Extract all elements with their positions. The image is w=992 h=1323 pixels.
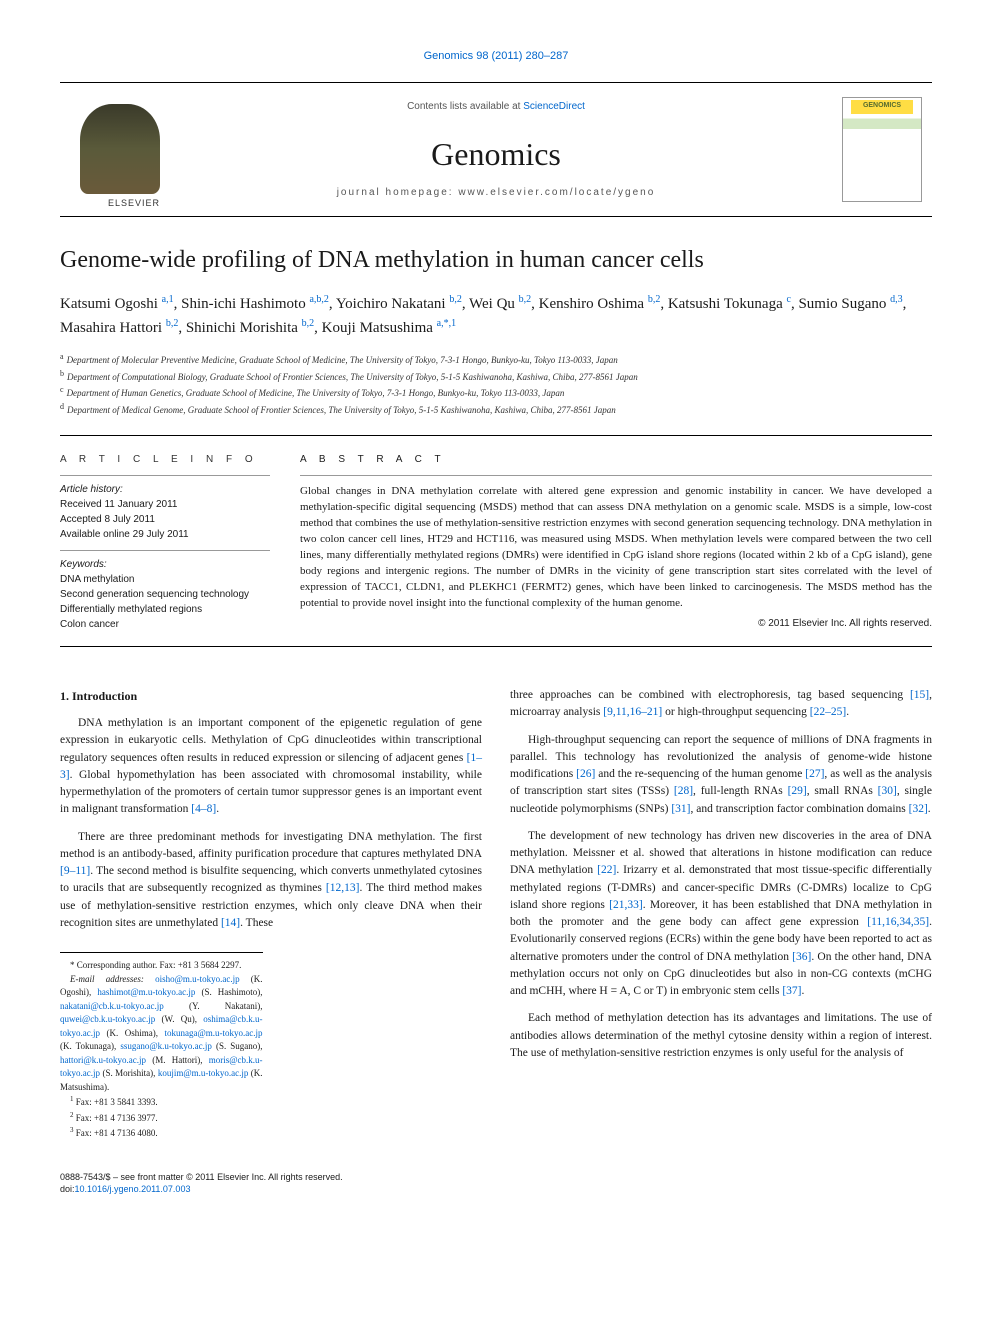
running-header: Genomics 98 (2011) 280–287 [60, 50, 932, 62]
keyword-line: Colon cancer [60, 617, 270, 632]
fax-note-3: 3 Fax: +81 4 7136 4080. [60, 1125, 263, 1141]
fax-note-1: 1 Fax: +81 3 5841 3393. [60, 1094, 263, 1110]
history-line: Available online 29 July 2011 [60, 527, 270, 542]
body-paragraph: There are three predominant methods for … [60, 829, 482, 933]
journal-cover-thumbnail-icon [842, 97, 922, 202]
contents-prefix: Contents lists available at [407, 101, 523, 112]
email-addresses: E-mail addresses: oisho@m.u-tokyo.ac.jp … [60, 973, 263, 1095]
keyword-line: DNA methylation [60, 572, 270, 587]
article-title: Genome-wide profiling of DNA methylation… [60, 247, 932, 274]
elsevier-tree-icon [80, 104, 160, 194]
journal-homepage-line: journal homepage: www.elsevier.com/locat… [180, 187, 812, 198]
history-line: Received 11 January 2011 [60, 497, 270, 512]
article-body: 1. Introduction DNA methylation is an im… [60, 687, 932, 1141]
publisher-logo-block: ELSEVIER [60, 91, 160, 208]
keyword-line: Second generation sequencing technology [60, 587, 270, 602]
abstract-heading: A B S T R A C T [300, 454, 932, 465]
journal-title: Genomics [180, 136, 812, 173]
affiliations: aDepartment of Molecular Preventive Medi… [60, 351, 932, 417]
front-matter-line: 0888-7543/$ – see front matter © 2011 El… [60, 1171, 932, 1184]
keywords-label: Keywords: [60, 559, 270, 570]
abstract-copyright: © 2011 Elsevier Inc. All rights reserved… [300, 618, 932, 629]
fax-note-2: 2 Fax: +81 4 7136 3977. [60, 1110, 263, 1126]
body-paragraph: High-throughput sequencing can report th… [510, 732, 932, 818]
article-info-heading: A R T I C L E I N F O [60, 454, 270, 465]
body-paragraph: The development of new technology has dr… [510, 828, 932, 1001]
article-history-label: Article history: [60, 484, 270, 495]
publisher-name: ELSEVIER [108, 198, 160, 208]
body-paragraph: Each method of methylation detection has… [510, 1010, 932, 1062]
journal-masthead: ELSEVIER Contents lists available at Sci… [60, 82, 932, 217]
body-paragraph: three approaches can be combined with el… [510, 687, 932, 722]
history-line: Accepted 8 July 2011 [60, 512, 270, 527]
keyword-line: Differentially methylated regions [60, 602, 270, 617]
article-info-column: A R T I C L E I N F O Article history: R… [60, 454, 300, 632]
corresponding-author-note: * Corresponding author. Fax: +81 3 5684 … [60, 959, 263, 973]
section-1-heading: 1. Introduction [60, 687, 482, 705]
homepage-url: www.elsevier.com/locate/ygeno [458, 187, 655, 198]
doi-line: doi:10.1016/j.ygeno.2011.07.003 [60, 1183, 932, 1196]
footnotes-block: * Corresponding author. Fax: +81 3 5684 … [60, 952, 263, 1141]
page-footer: 0888-7543/$ – see front matter © 2011 El… [60, 1171, 932, 1196]
sciencedirect-link[interactable]: ScienceDirect [523, 101, 585, 112]
abstract-column: A B S T R A C T Global changes in DNA me… [300, 454, 932, 632]
body-paragraph: DNA methylation is an important componen… [60, 715, 482, 819]
homepage-prefix: journal homepage: [337, 187, 459, 198]
author-list: Katsumi Ogoshi a,1, Shin-ichi Hashimoto … [60, 292, 932, 339]
doi-link[interactable]: 10.1016/j.ygeno.2011.07.003 [75, 1184, 191, 1194]
abstract-text: Global changes in DNA methylation correl… [300, 484, 932, 612]
contents-available-line: Contents lists available at ScienceDirec… [180, 101, 812, 112]
